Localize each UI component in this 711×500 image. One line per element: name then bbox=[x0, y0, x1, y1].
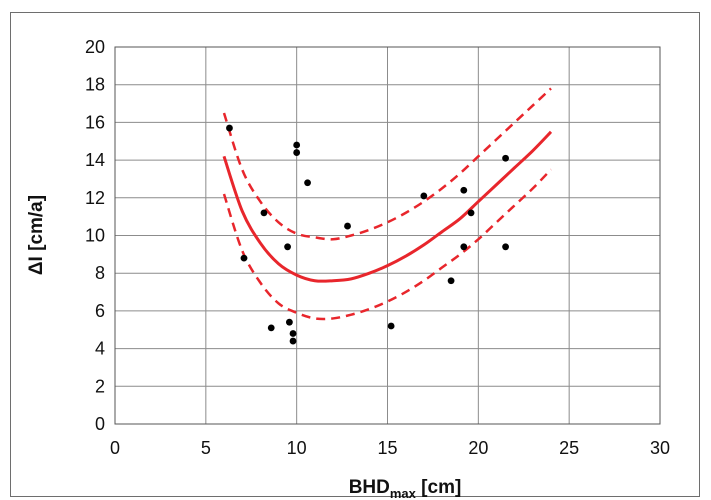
data-point bbox=[420, 192, 428, 200]
data-point bbox=[387, 322, 395, 330]
x-tick-labels: 0 5 10 15 20 25 30 bbox=[110, 438, 670, 458]
data-point bbox=[460, 243, 468, 251]
data-point bbox=[502, 154, 509, 162]
data-point bbox=[344, 222, 351, 230]
y-tick-label: 6 bbox=[95, 301, 105, 321]
data-point bbox=[467, 209, 475, 217]
x-axis-title: BHDmax [cm] bbox=[349, 477, 462, 500]
y-tick-label: 2 bbox=[95, 376, 105, 396]
y-tick-label: 4 bbox=[95, 339, 105, 359]
data-point bbox=[447, 277, 455, 285]
figure-frame bbox=[10, 12, 700, 497]
y-tick-labels: 0 2 4 6 8 10 12 14 16 18 20 bbox=[85, 37, 105, 434]
fit-curves bbox=[222, 87, 553, 321]
x-tick-label: 25 bbox=[559, 438, 579, 458]
data-points bbox=[226, 124, 509, 345]
data-point bbox=[460, 186, 468, 194]
data-point bbox=[267, 324, 275, 332]
data-point bbox=[226, 124, 233, 132]
x-tick-label: 20 bbox=[468, 438, 488, 458]
data-point bbox=[289, 337, 297, 345]
y-tick-label: 10 bbox=[85, 226, 105, 246]
data-point bbox=[289, 330, 297, 337]
grid bbox=[114, 46, 661, 425]
y-tick-label: 16 bbox=[85, 112, 105, 132]
data-point bbox=[293, 149, 301, 156]
data-point bbox=[286, 318, 293, 326]
y-tick-label: 14 bbox=[85, 150, 105, 170]
y-tick-label: 12 bbox=[85, 188, 105, 208]
x-tick-label: 30 bbox=[650, 438, 670, 458]
x-tick-label: 5 bbox=[201, 438, 211, 458]
data-point bbox=[284, 243, 291, 251]
y-tick-label: 8 bbox=[95, 263, 105, 283]
y-tick-label: 0 bbox=[95, 414, 105, 434]
y-tick-label: 20 bbox=[85, 37, 105, 57]
y-axis-title: ΔI [cm/a] bbox=[26, 195, 47, 275]
data-point bbox=[293, 141, 301, 149]
x-tick-label: 0 bbox=[110, 438, 120, 458]
data-point bbox=[304, 179, 311, 187]
regression-curve bbox=[222, 130, 553, 283]
data-point bbox=[502, 243, 509, 251]
x-tick-label: 15 bbox=[377, 438, 397, 458]
confidence-band-curve bbox=[222, 87, 552, 241]
y-tick-label: 18 bbox=[85, 75, 105, 95]
plot-area-border bbox=[114, 46, 661, 425]
data-point bbox=[260, 209, 268, 217]
x-tick-label: 10 bbox=[287, 438, 307, 458]
data-point bbox=[240, 254, 248, 262]
confidence-band-curve bbox=[222, 168, 552, 321]
